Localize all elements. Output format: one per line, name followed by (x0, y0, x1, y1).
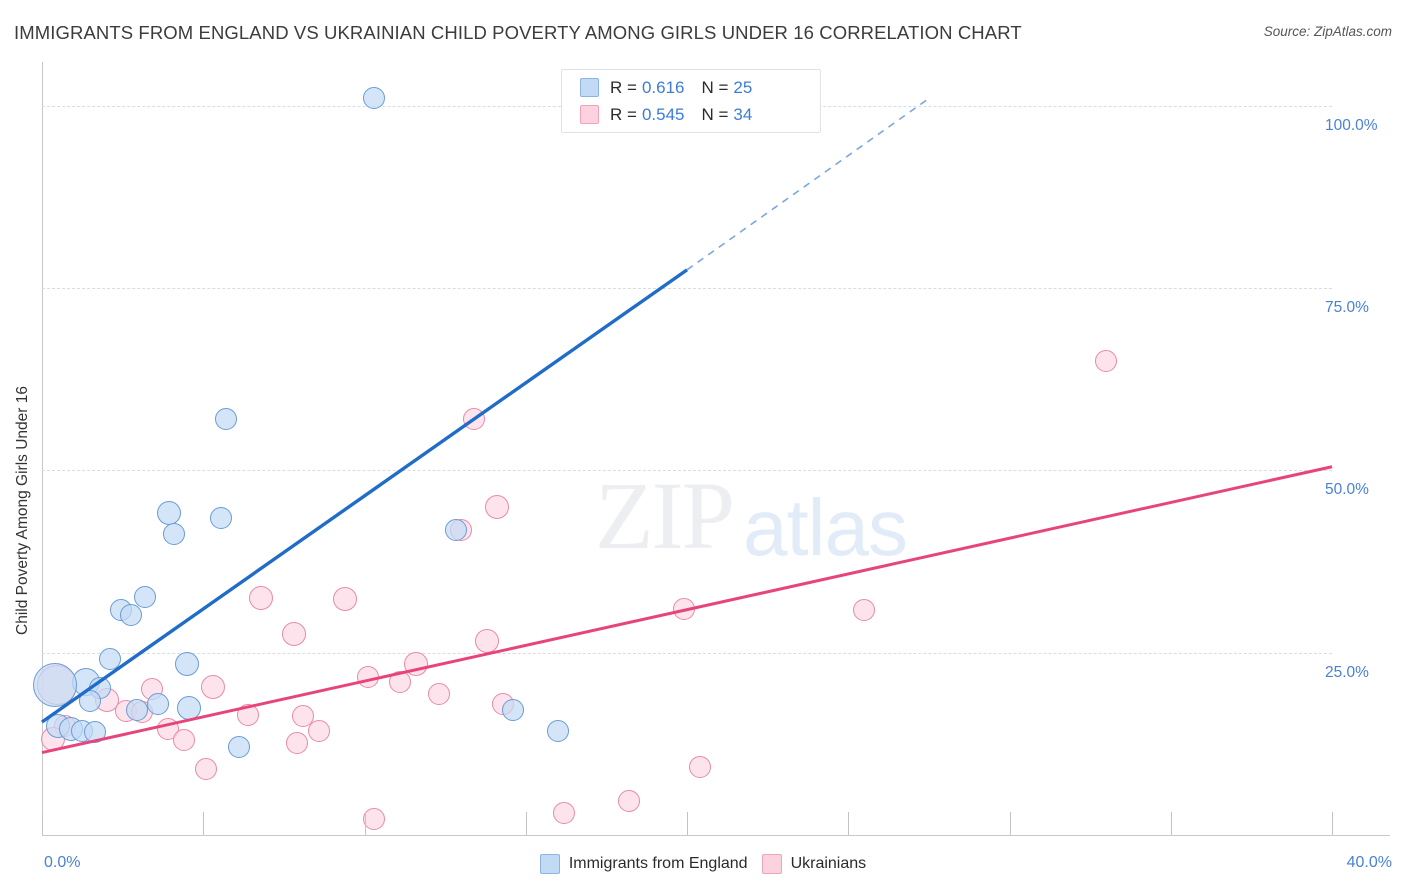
x-axis-max-label: 40.0% (1346, 854, 1392, 871)
legend-item-label: Immigrants from England (568, 855, 748, 872)
scatter-point[interactable] (200, 674, 225, 699)
scatter-point[interactable] (119, 603, 142, 626)
scatter-point[interactable] (308, 719, 331, 742)
source-label: Source: ZipAtlas.com (1263, 24, 1392, 39)
legend-swatch-immigrants-from-england (580, 78, 599, 97)
scatter-point[interactable] (163, 522, 186, 545)
r-label: R = (610, 104, 637, 124)
n-value: 34 (733, 104, 753, 124)
stat-row: R = 0.545 N = 34 (562, 101, 820, 128)
x-axis-tick (1332, 812, 1333, 835)
scatter-point[interactable] (333, 587, 358, 612)
x-axis-min-label: 0.0% (44, 854, 81, 871)
scatter-point[interactable] (356, 666, 379, 689)
r-value: 0.545 (641, 104, 685, 124)
scatter-point[interactable] (617, 790, 640, 813)
x-axis-tick (364, 812, 366, 835)
gridline (42, 288, 1332, 290)
x-axis-tick (42, 812, 43, 835)
y-axis-tick-label: 100.0% (1325, 116, 1378, 134)
scatter-point[interactable] (285, 732, 308, 755)
x-axis-tick (1009, 812, 1011, 835)
scatter-point[interactable] (175, 652, 200, 677)
gridline (42, 652, 1332, 654)
scatter-point[interactable] (84, 721, 107, 744)
chart-header: IMMIGRANTS FROM ENGLAND VS UKRAINIAN CHI… (0, 0, 1406, 52)
scatter-point[interactable] (281, 622, 306, 647)
y-axis-tick-label: 50.0% (1325, 481, 1369, 499)
legend-swatch-icon (539, 854, 560, 874)
scatter-point[interactable] (176, 696, 201, 721)
x-axis-tick (1170, 812, 1172, 835)
series-legend: Immigrants from England Ukrainians (0, 848, 1406, 880)
scatter-point[interactable] (463, 408, 486, 431)
scatter-point[interactable] (157, 500, 182, 525)
x-axis-tick (687, 812, 688, 835)
y-axis-tick-label: 75.0% (1325, 299, 1369, 317)
plot-area: ZIP atlas (32, 62, 1332, 835)
scatter-point[interactable] (195, 758, 218, 781)
scatter-point[interactable] (388, 670, 411, 693)
x-axis-tick (848, 812, 850, 835)
y-axis-tick-label: 25.0% (1325, 663, 1369, 681)
legend-item-label: Ukrainians (790, 855, 867, 872)
scatter-point[interactable] (172, 729, 195, 752)
scatter-point[interactable] (475, 629, 500, 654)
scatter-point[interactable] (249, 585, 274, 610)
page-title: IMMIGRANTS FROM ENGLAND VS UKRAINIAN CHI… (14, 22, 1022, 43)
scatter-point[interactable] (134, 585, 157, 608)
scatter-point[interactable] (1095, 349, 1118, 372)
r-value: 0.616 (641, 77, 685, 97)
scatter-point[interactable] (98, 648, 121, 671)
scatter-point[interactable] (237, 704, 260, 727)
x-axis-tick (525, 812, 527, 835)
n-value: 25 (733, 77, 753, 97)
watermark-atlas: atlas (743, 483, 908, 572)
y-axis-title: Child Poverty Among Girls Under 16 (14, 386, 31, 635)
stat-row: R = 0.616 N = 25 (562, 74, 820, 101)
scatter-point[interactable] (214, 408, 237, 431)
scatter-point[interactable] (547, 719, 569, 742)
watermark: ZIP atlas (595, 460, 935, 572)
scatter-point[interactable] (553, 802, 576, 825)
legend-item-ukrainians[interactable]: Ukrainians (761, 854, 867, 874)
r-label: R = (610, 77, 637, 97)
scatter-point[interactable] (147, 692, 170, 715)
scatter-point[interactable] (209, 506, 232, 529)
x-axis-line (42, 835, 1390, 836)
y-axis-title-container: Child Poverty Among Girls Under 16 (0, 0, 40, 892)
watermark-zip: ZIP (595, 462, 735, 569)
legend-swatch-icon (761, 854, 782, 874)
scatter-point[interactable] (501, 698, 524, 721)
scatter-point[interactable] (227, 736, 250, 759)
legend-item-immigrants-from-england[interactable]: Immigrants from England (539, 854, 748, 874)
x-axis-tick (203, 812, 205, 835)
scatter-point[interactable] (363, 807, 386, 830)
scatter-point[interactable] (853, 598, 876, 621)
scatter-point[interactable] (404, 652, 429, 677)
gridline (42, 470, 1332, 472)
n-label: N = (701, 77, 729, 97)
scatter-point[interactable] (363, 87, 386, 110)
scatter-point[interactable] (32, 662, 77, 707)
scatter-point[interactable] (427, 682, 450, 705)
correlation-stats-box: R = 0.616 N = 25 R = 0.545 N = 34 (561, 69, 821, 133)
scatter-point[interactable] (688, 756, 711, 779)
scatter-point[interactable] (484, 494, 509, 519)
scatter-point[interactable] (672, 597, 695, 620)
legend-swatch-ukrainians (580, 105, 599, 124)
n-label: N = (701, 104, 729, 124)
